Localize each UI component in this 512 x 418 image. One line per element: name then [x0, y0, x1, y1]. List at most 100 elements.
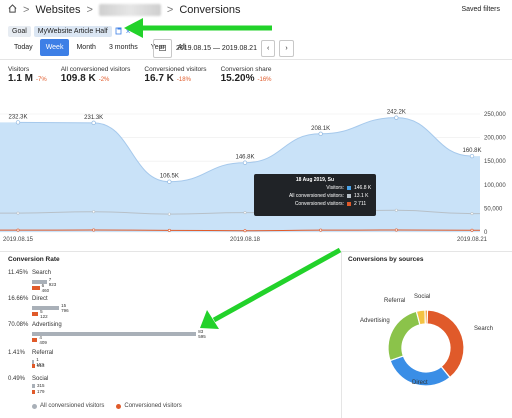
period-button[interactable]: Week	[39, 39, 70, 56]
saved-filters-link[interactable]: Saved filters	[461, 6, 500, 13]
bar-value: 5 122	[40, 309, 48, 319]
conversioned-bar	[32, 286, 40, 290]
metric-card: Conversioned visitors 16.7 K -18%	[144, 66, 206, 84]
home-icon[interactable]	[8, 4, 17, 16]
all-conversioned-bar	[32, 306, 60, 310]
gray-bar-row: 15 796	[32, 303, 73, 313]
metric-value: 15.20% -16%	[220, 73, 272, 84]
period-button[interactable]: Year	[150, 44, 165, 51]
source-name[interactable]: Advertising	[32, 322, 62, 328]
metric-label: Conversion share	[220, 66, 272, 73]
copy-icon[interactable]	[115, 22, 123, 40]
breadcrumb-websites[interactable]: Websites	[35, 4, 81, 16]
y-tick-label: 200,000	[484, 136, 506, 142]
orange-bar-row: 4 409	[32, 335, 48, 345]
tooltip-row: All conversioned visitors: 13.1 K	[288, 193, 369, 199]
goal-chip-label: Goal	[8, 25, 31, 37]
all-conversioned-bar	[32, 280, 47, 284]
metric-label: Visitors	[8, 66, 30, 73]
source-name[interactable]: Direct	[32, 296, 48, 302]
source-name[interactable]: Search	[32, 270, 52, 276]
metric-value: 109.8 K -2%	[60, 73, 110, 84]
gray-point	[92, 210, 96, 214]
conversioned-bar	[32, 312, 39, 316]
period-button[interactable]: Month	[76, 44, 96, 51]
source-name[interactable]: Referral	[32, 350, 54, 356]
gray-bar-row: 315	[32, 383, 45, 388]
period-button[interactable]: All	[177, 44, 186, 51]
divider	[0, 251, 512, 252]
data-label: 146.8K	[235, 155, 254, 161]
all-conversioned-bar	[32, 332, 197, 336]
goal-chip-value[interactable]: MyWebsite Article Half	[33, 25, 112, 37]
y-tick-label: 50,000	[484, 206, 503, 212]
metric-card: Visitors 1.1 M -7%	[8, 66, 47, 84]
calendar-button[interactable]	[153, 39, 172, 58]
bar-value: 4 409	[39, 335, 47, 345]
conversion-pct: 11.45%	[8, 270, 28, 276]
arrow-top	[124, 18, 272, 38]
data-point	[91, 120, 96, 125]
gray-point	[16, 211, 20, 215]
gray-bar-row: 1 153	[32, 357, 45, 367]
x-tick-label: 2019.08.18	[230, 237, 261, 243]
redacted-website-name[interactable]	[98, 4, 161, 16]
orange-point	[394, 228, 398, 232]
tooltip-row: Conversioned visitors: 2 711	[294, 201, 367, 207]
metric-card: Conversion share 15.20% -16%	[221, 66, 272, 84]
bar-value: 6 460	[41, 283, 50, 293]
chevron-left-icon[interactable]: ‹	[260, 40, 276, 57]
slice-label: Search	[474, 326, 493, 332]
tooltip-row: Visitors: 146.8 K	[326, 185, 372, 191]
data-point	[469, 153, 475, 159]
all-conversioned-bar	[32, 360, 35, 364]
orange-bar-row: 179	[32, 389, 45, 394]
slice-label: Social	[414, 294, 430, 300]
metric-delta: -7%	[36, 77, 47, 83]
all-conversioned-bar	[32, 383, 35, 388]
conversioned-bar	[32, 389, 35, 394]
conversion-pct: 0.49%	[8, 376, 26, 382]
divider	[341, 251, 342, 418]
gray-point	[243, 211, 247, 215]
x-tick-label: 2019.08.21	[457, 237, 488, 243]
y-tick-label: 0	[484, 230, 488, 236]
source-name[interactable]: Social	[32, 376, 49, 382]
conversioned-bar	[32, 363, 35, 368]
y-tick-label: 150,000	[484, 159, 506, 165]
gray-point	[470, 212, 474, 216]
period-button[interactable]: 3 months	[108, 44, 138, 51]
slice-label: Direct	[412, 380, 428, 386]
data-label: 242.2K	[387, 110, 406, 116]
divider	[0, 59, 512, 60]
period-toolbar: Today Week Month 3 months Year All	[8, 39, 192, 56]
bar-value: 1 153	[36, 357, 44, 367]
data-label: 231.3K	[84, 115, 103, 121]
y-tick-label: 100,000	[484, 183, 506, 189]
metric-label: Conversioned visitors	[144, 66, 207, 73]
orange-point	[470, 228, 474, 232]
chevron-right-icon[interactable]: ›	[279, 40, 294, 57]
date-range-picker[interactable]: 2019.08.15 — 2019.08.21 ‹ ›	[153, 39, 294, 58]
data-point	[167, 179, 172, 184]
close-filter-icon[interactable]: ×	[125, 26, 131, 36]
conversion-rate-title: Conversion Rate	[8, 256, 60, 263]
chart-tooltip: 18 Aug 2019, Su Visitors: 146.8 K All conv…	[254, 174, 376, 216]
data-point	[15, 120, 21, 125]
breadcrumb: > Websites > > Conversions	[8, 4, 241, 16]
gray-point	[394, 208, 398, 212]
period-button[interactable]: Today	[14, 44, 33, 51]
metric-card: All conversioned visitors 109.8 K -2%	[61, 66, 131, 84]
orange-point	[243, 229, 247, 233]
gray-bar-row: 83 595	[32, 329, 212, 339]
data-point	[318, 131, 323, 136]
orange-point	[167, 228, 171, 232]
data-label: 160.8K	[462, 148, 481, 154]
donut-svg: Search Direct Advertising Referral Social	[360, 294, 493, 387]
metric-value: 16.7 K -18%	[144, 73, 191, 84]
donut-slice[interactable]	[424, 309, 429, 325]
metric-label: All conversioned visitors	[60, 66, 131, 73]
bar-value: 179	[37, 389, 45, 394]
date-range-text[interactable]: 2019.08.15 — 2019.08.21	[176, 45, 257, 52]
